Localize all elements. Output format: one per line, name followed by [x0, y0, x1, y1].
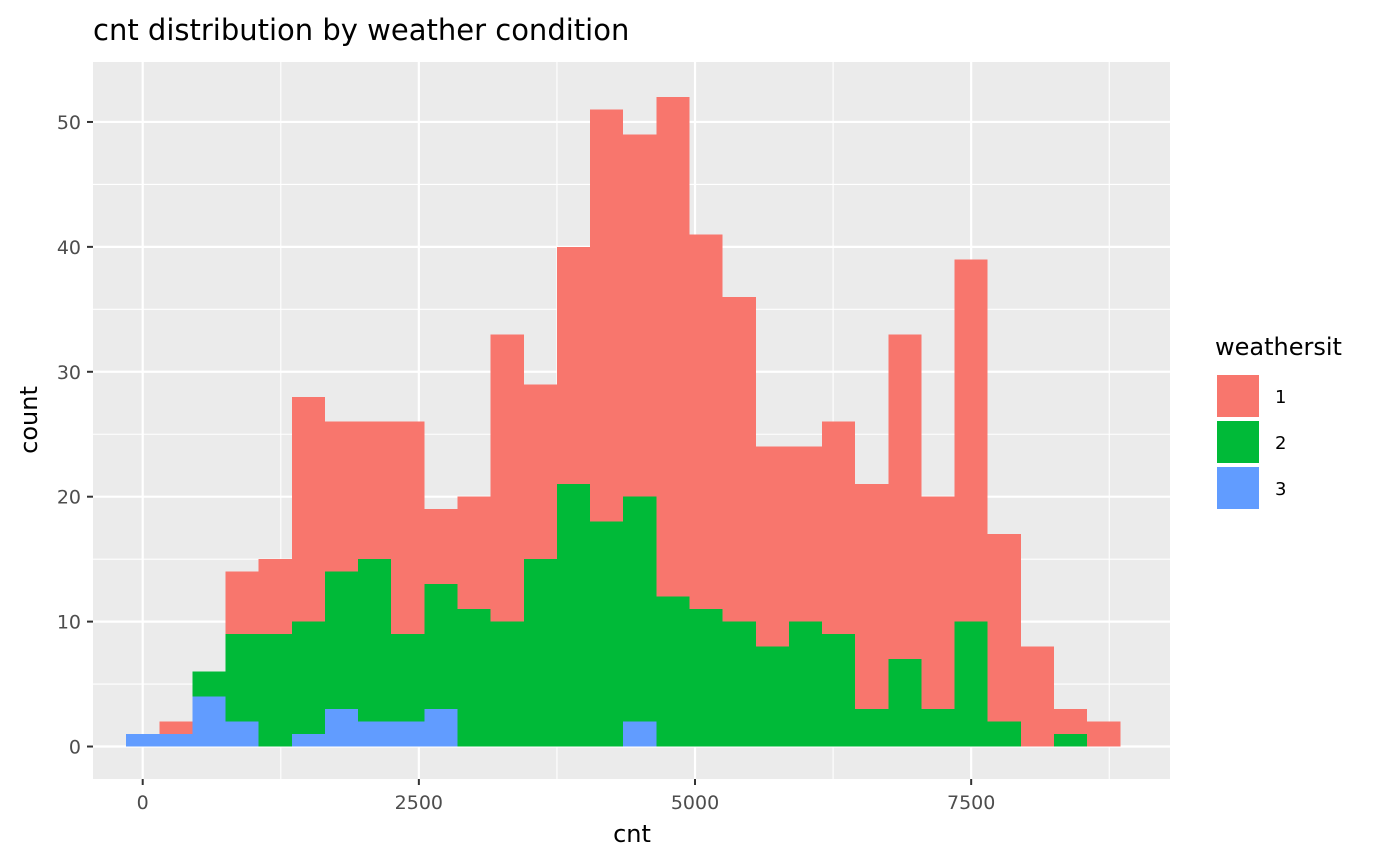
bar-weathersit-1 — [1054, 709, 1088, 735]
bar-weathersit-2 — [954, 621, 988, 747]
bar-weathersit-3 — [225, 721, 259, 747]
y-axis-title: count — [15, 386, 43, 454]
bar-weathersit-2 — [788, 621, 823, 747]
x-axis-ticks: 0 2500 5000 7500 — [137, 779, 995, 814]
y-tick-label: 10 — [57, 612, 81, 634]
bar-weathersit-2 — [689, 609, 723, 747]
bar-weathersit-1 — [755, 446, 789, 647]
bar-weathersit-3 — [424, 709, 458, 747]
bar-weathersit-2 — [225, 634, 259, 722]
x-tick-label: 7500 — [947, 792, 995, 814]
bar-weathersit-1 — [324, 421, 359, 572]
bar-weathersit-1 — [954, 259, 988, 622]
histogram-bars — [126, 96, 1121, 747]
bar-weathersit-2 — [590, 521, 624, 747]
legend: weathersit 1 2 3 — [1215, 333, 1342, 511]
bar-weathersit-3 — [126, 734, 160, 747]
legend-label-2: 2 — [1275, 433, 1286, 454]
legend-key-1 — [1215, 373, 1261, 419]
x-axis-title: cnt — [613, 820, 651, 848]
bar-weathersit-1 — [656, 96, 690, 597]
bar-weathersit-3 — [623, 721, 657, 747]
bar-weathersit-1 — [291, 396, 325, 622]
bar-weathersit-2 — [987, 721, 1021, 747]
bar-weathersit-2 — [258, 634, 292, 747]
bar-weathersit-2 — [623, 496, 657, 722]
bar-weathersit-2 — [855, 709, 889, 747]
bar-weathersit-1 — [689, 234, 723, 610]
bar-weathersit-3 — [324, 709, 359, 747]
bar-weathersit-3 — [391, 721, 425, 747]
bar-weathersit-2 — [722, 621, 756, 747]
x-tick-label: 5000 — [671, 792, 719, 814]
y-tick-label: 40 — [57, 237, 81, 259]
bar-weathersit-2 — [324, 571, 359, 710]
bar-weathersit-1 — [590, 109, 624, 522]
bar-weathersit-1 — [258, 559, 292, 635]
chart-title: cnt distribution by weather condition — [93, 13, 629, 47]
y-tick-label: 30 — [57, 362, 81, 384]
bar-weathersit-1 — [391, 421, 425, 635]
bar-weathersit-1 — [1020, 646, 1055, 747]
bar-weathersit-2 — [490, 621, 524, 747]
bar-weathersit-1 — [987, 534, 1021, 722]
bar-weathersit-1 — [523, 384, 557, 560]
bar-weathersit-1 — [490, 334, 524, 622]
legend-key-2 — [1215, 419, 1261, 465]
x-tick-label: 0 — [137, 792, 149, 814]
bar-weathersit-2 — [457, 609, 491, 747]
bar-weathersit-1 — [424, 509, 458, 585]
bar-weathersit-2 — [556, 484, 591, 747]
bar-weathersit-1 — [888, 334, 922, 660]
bar-weathersit-1 — [788, 446, 823, 622]
bar-weathersit-1 — [358, 421, 392, 560]
bar-weathersit-1 — [822, 421, 856, 635]
bar-weathersit-1 — [623, 134, 657, 497]
bar-weathersit-1 — [722, 296, 756, 622]
bar-weathersit-1 — [457, 496, 491, 610]
bar-weathersit-1 — [159, 721, 193, 735]
bar-weathersit-3 — [291, 734, 325, 747]
bar-weathersit-1 — [225, 571, 259, 635]
bar-weathersit-2 — [523, 559, 557, 747]
bar-weathersit-2 — [192, 671, 226, 697]
bar-weathersit-3 — [358, 721, 392, 747]
y-tick-label: 20 — [57, 487, 81, 509]
bar-weathersit-2 — [888, 659, 922, 747]
y-tick-label: 50 — [57, 112, 81, 134]
bar-weathersit-2 — [358, 559, 392, 722]
bar-weathersit-1 — [1087, 721, 1121, 747]
bar-weathersit-2 — [1054, 734, 1088, 747]
y-tick-label: 0 — [69, 737, 81, 759]
bar-weathersit-1 — [855, 484, 889, 710]
x-tick-label: 2500 — [395, 792, 443, 814]
bar-weathersit-2 — [291, 621, 325, 735]
bar-weathersit-3 — [159, 734, 193, 747]
y-axis-ticks: 0 10 20 30 40 50 — [57, 112, 93, 759]
legend-label-1: 1 — [1275, 387, 1286, 408]
bar-weathersit-2 — [656, 596, 690, 747]
bar-weathersit-2 — [424, 584, 458, 710]
legend-title: weathersit — [1215, 333, 1342, 361]
bar-weathersit-2 — [391, 634, 425, 722]
bar-weathersit-1 — [556, 246, 591, 485]
bar-weathersit-1 — [921, 496, 955, 710]
bar-weathersit-3 — [192, 696, 226, 747]
legend-key-3 — [1215, 465, 1261, 511]
bar-weathersit-2 — [921, 709, 955, 747]
bar-weathersit-2 — [755, 646, 789, 747]
legend-label-3: 3 — [1275, 479, 1286, 500]
bar-weathersit-2 — [822, 634, 856, 747]
